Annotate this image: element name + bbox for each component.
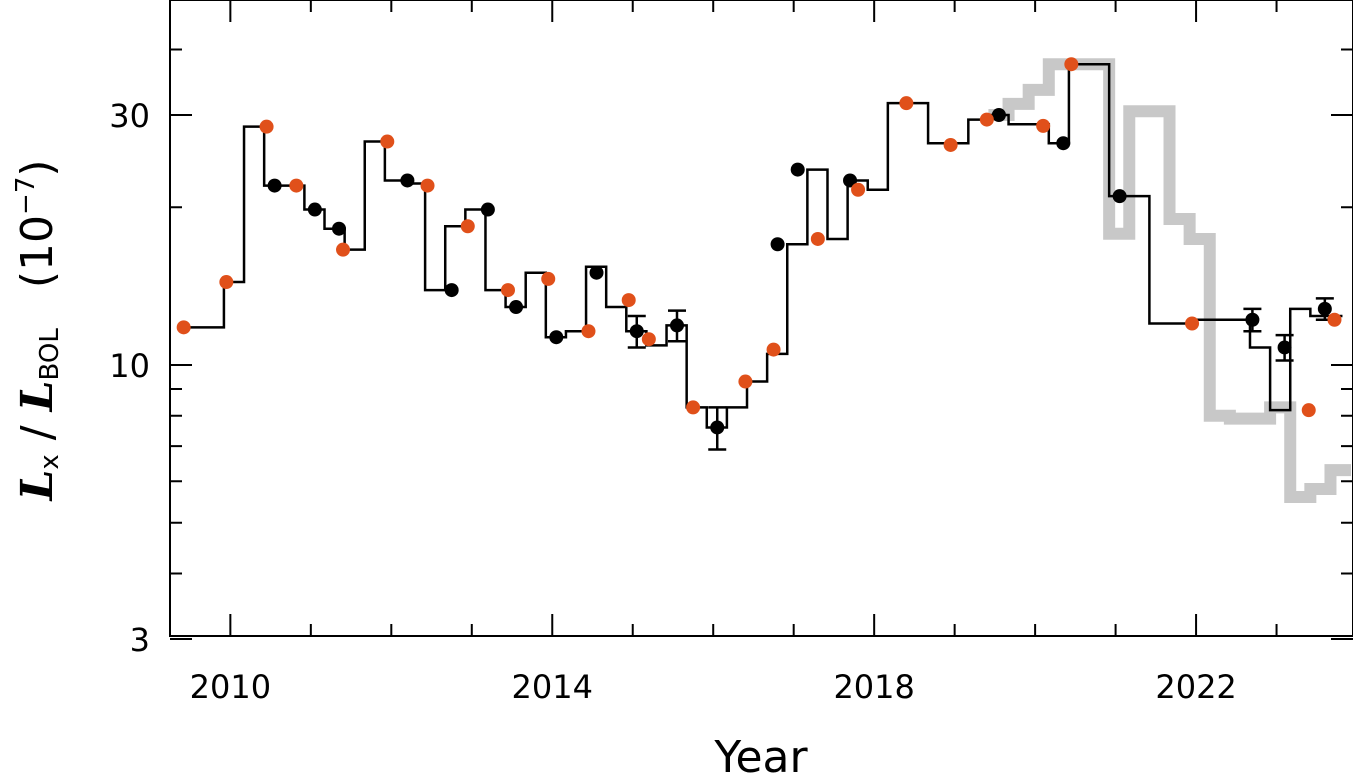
orange-data-point — [686, 400, 701, 415]
y-label-sub-x: x — [35, 454, 65, 470]
tick-labels: 2010 2014 2018 2022 3 10 30 — [109, 97, 1237, 706]
black-data-point — [1277, 340, 1292, 355]
orange-data-point — [1301, 403, 1316, 418]
black-data-point — [710, 420, 725, 435]
orange-data-point — [460, 219, 475, 234]
orange-data-point — [289, 178, 304, 193]
y-label-unit-exp: −7 — [11, 176, 41, 215]
black-data-point — [991, 108, 1006, 122]
black-data-point — [307, 202, 322, 217]
y-label-symbol-2: L — [12, 380, 63, 412]
orange-data-point — [336, 242, 351, 257]
black-data-point — [549, 330, 564, 345]
orange-data-point — [259, 119, 274, 134]
black-data-point — [670, 318, 684, 333]
orange-data-point — [1185, 316, 1200, 331]
y-label-slash: / — [12, 425, 63, 441]
orange-data-point — [851, 182, 866, 197]
orange-data-point — [219, 275, 234, 290]
orange-data-point — [1064, 57, 1079, 72]
y-tick-label: 30 — [109, 97, 150, 135]
black-data-point — [509, 300, 524, 315]
x-tick-label: 2014 — [512, 668, 593, 706]
black-data-point — [843, 173, 858, 188]
grey-step-line — [988, 58, 1351, 503]
y-label-symbol: L — [12, 469, 63, 501]
axis-ticks — [170, 0, 1353, 640]
orange-data-point — [943, 137, 958, 152]
black-data-point — [332, 221, 346, 236]
black-data-point — [1112, 189, 1127, 204]
orange-data-point — [979, 112, 994, 127]
y-tick-label: 3 — [130, 621, 150, 659]
orange-data-point — [899, 96, 914, 111]
orange-data-point — [501, 283, 515, 298]
orange-data-point — [641, 332, 656, 347]
orange-data-point — [738, 374, 753, 389]
data-points — [176, 57, 1342, 451]
black-data-point — [1056, 136, 1071, 151]
x-tick-label: 2018 — [833, 668, 914, 706]
black-data-point — [400, 173, 415, 188]
y-tick-label: 10 — [109, 347, 150, 385]
black-data-point — [267, 178, 282, 193]
black-data-point — [629, 324, 644, 339]
orange-data-point — [176, 320, 191, 335]
orange-data-point — [621, 293, 636, 308]
y-label-sub-bol: BOL — [35, 328, 65, 381]
black-data-point — [589, 265, 604, 280]
orange-data-point — [581, 324, 596, 339]
black-data-point — [770, 237, 785, 252]
y-label-unit-open: ( — [12, 270, 63, 289]
black-data-point — [444, 283, 459, 298]
y-label-unit-base: 10 — [12, 214, 63, 271]
plot-frame — [169, 0, 1353, 637]
y-label-unit-close: ) — [12, 159, 63, 177]
orange-data-point — [380, 134, 395, 149]
orange-data-point — [810, 231, 825, 246]
grey-step-series — [988, 58, 1351, 503]
black-data-point — [1317, 301, 1332, 316]
orange-data-point — [1327, 312, 1342, 327]
x-tick-label: 2022 — [1155, 668, 1236, 706]
x-axis-label: Year — [713, 732, 808, 783]
orange-data-point — [1036, 118, 1051, 133]
orange-data-point — [541, 271, 556, 286]
black-data-point — [480, 202, 495, 217]
black-data-point — [1245, 312, 1260, 327]
orange-data-point — [766, 342, 781, 357]
x-tick-label: 2010 — [190, 668, 271, 706]
orange-data-point — [420, 178, 435, 193]
black-data-point — [790, 162, 805, 177]
